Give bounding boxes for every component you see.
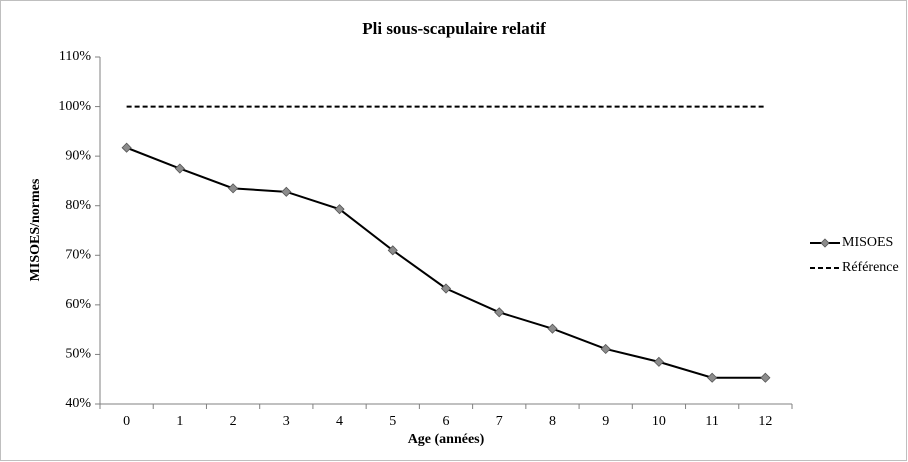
series-marker bbox=[707, 372, 718, 383]
y-tick-label: 80% bbox=[65, 198, 91, 213]
y-tick-label: 50% bbox=[65, 347, 91, 362]
y-axis-label: MISOES/normes bbox=[28, 178, 43, 281]
series-marker bbox=[228, 183, 239, 194]
series-marker bbox=[547, 323, 558, 334]
legend-label: MISOES bbox=[842, 235, 893, 250]
series-marker bbox=[600, 343, 611, 355]
x-tick-label: 7 bbox=[496, 414, 503, 429]
series-marker bbox=[387, 245, 398, 256]
y-tick-label: 100% bbox=[58, 99, 91, 114]
x-axis-label: Age (années) bbox=[408, 432, 485, 447]
y-tick-label: 90% bbox=[65, 148, 91, 163]
x-tick-label: 11 bbox=[705, 414, 718, 429]
x-tick-label: 3 bbox=[283, 414, 290, 429]
series-marker bbox=[653, 356, 664, 367]
x-tick-label: 2 bbox=[230, 414, 237, 429]
y-tick-label: 70% bbox=[65, 248, 91, 263]
x-tick-label: 5 bbox=[389, 414, 396, 429]
x-tick-label: 1 bbox=[176, 414, 183, 429]
y-tick-label: 60% bbox=[65, 297, 91, 312]
chart-title: Pli sous-scapulaire relatif bbox=[362, 19, 546, 38]
series-marker bbox=[121, 142, 132, 153]
legend-label: Référence bbox=[842, 260, 899, 275]
x-tick-label: 9 bbox=[602, 414, 609, 429]
x-tick-label: 4 bbox=[336, 414, 343, 429]
series-marker bbox=[334, 204, 345, 215]
series-marker bbox=[281, 186, 292, 197]
x-tick-label: 0 bbox=[123, 414, 130, 429]
series-marker bbox=[760, 372, 771, 383]
legend-marker bbox=[820, 238, 830, 248]
x-tick-label: 8 bbox=[549, 414, 556, 429]
series-marker bbox=[174, 163, 185, 174]
x-tick-label: 12 bbox=[758, 414, 772, 429]
y-tick-label: 110% bbox=[59, 49, 91, 64]
y-tick-label: 40% bbox=[65, 396, 91, 411]
x-tick-label: 10 bbox=[652, 414, 666, 429]
series-marker bbox=[440, 283, 452, 294]
series-marker bbox=[494, 307, 505, 318]
x-tick-label: 6 bbox=[443, 414, 450, 429]
